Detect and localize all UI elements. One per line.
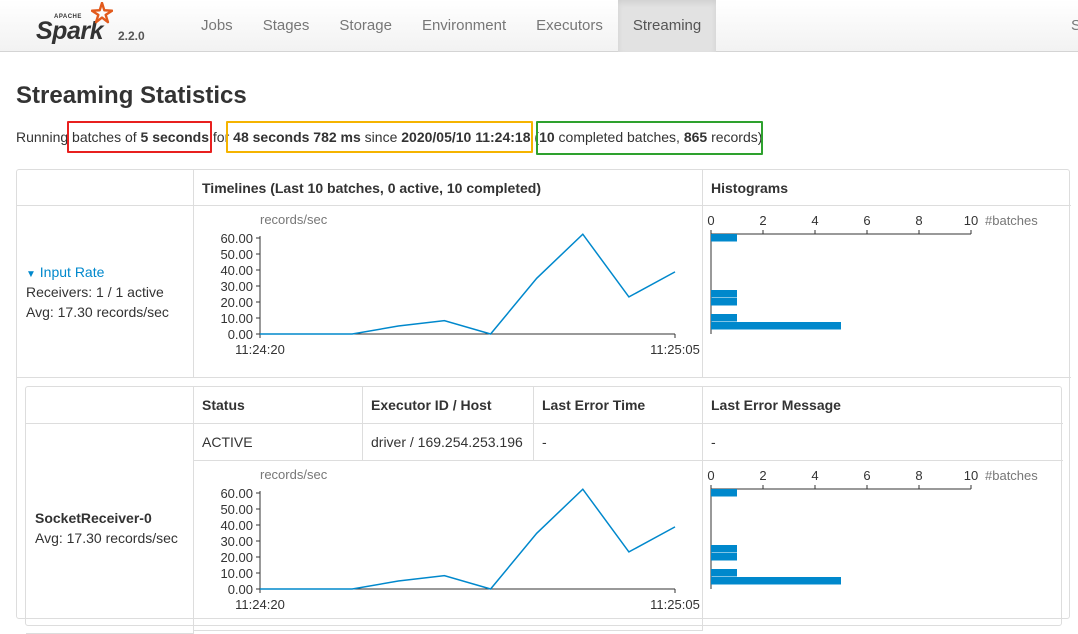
receiver-last-error-time: - xyxy=(534,424,703,461)
header-status: Status xyxy=(194,387,363,424)
header-last-error-message: Last Error Message xyxy=(703,387,1063,424)
timeline-ytick-label-2-4: 20.00 xyxy=(220,550,253,565)
nav-right-cutoff-label[interactable]: S xyxy=(1071,0,1078,52)
timeline-ytick-label-0-1: 50.00 xyxy=(220,247,253,262)
input-rate-link[interactable]: Input Rate xyxy=(40,264,105,280)
tab-jobs[interactable]: Jobs xyxy=(186,0,248,52)
header-empty-cell xyxy=(17,170,194,206)
histogram-bar-1-11 xyxy=(711,234,737,242)
timeline-xtick-label-end-0: 11:25:05 xyxy=(650,342,700,357)
histogram-bar-3-11 xyxy=(711,489,737,497)
timeline-ylabel-2: records/sec xyxy=(260,467,328,482)
histogram-bar-3-1 xyxy=(711,569,737,577)
highlight-duration xyxy=(226,121,533,153)
timeline-ytick-label-2-2: 40.00 xyxy=(220,518,253,533)
histogram-xtick-label-1-4: 8 xyxy=(915,213,922,228)
receiver-name-cell: SocketReceiver-0 Avg: 17.30 records/sec xyxy=(26,424,194,634)
timeline-ytick-label-2-6: 0.00 xyxy=(228,582,253,597)
timeline-ytick-label-0-0: 60.00 xyxy=(220,231,253,246)
timeline-ytick-label-0-6: 0.00 xyxy=(228,327,253,342)
page-title: Streaming Statistics xyxy=(16,82,247,110)
triangle-down-icon: ▼ xyxy=(26,269,36,280)
tab-streaming[interactable]: Streaming xyxy=(618,0,716,52)
input-rate-cell: ▼ Input Rate Receivers: 1 / 1 active Avg… xyxy=(17,206,194,378)
timeline-xtick-label-start-2: 11:24:20 xyxy=(235,597,285,612)
timeline-ytick-label-0-3: 30.00 xyxy=(220,279,253,294)
histogram-bar-1-1 xyxy=(711,314,737,322)
input-rate-timeline-chart: records/sec 60.0050.0040.0030.0020.0010.0… xyxy=(210,208,690,358)
histogram-xtick-label-3-0: 0 xyxy=(707,468,714,483)
timeline-ytick-label-0-4: 20.00 xyxy=(220,295,253,310)
summary-prefix: Running xyxy=(16,129,72,145)
histogram-xtick-label-1-1: 2 xyxy=(759,213,766,228)
histogram-xtick-label-3-1: 2 xyxy=(759,468,766,483)
histogram-xtick-label-3-4: 8 xyxy=(915,468,922,483)
header-timelines: Timelines (Last 10 batches, 0 active, 10… xyxy=(194,170,703,206)
histogram-xlabel-1: #batches xyxy=(985,213,1038,228)
receiver-histogram-chart: 0 2 4 6 8 10 #batches xyxy=(700,465,1060,595)
receiver-timeline-chart: records/sec 60.0050.0040.0030.0020.0010.0… xyxy=(210,463,690,613)
highlight-completed xyxy=(536,121,763,155)
tab-executors[interactable]: Executors xyxy=(521,0,618,52)
top-navbar: APACHE Spark 2.2.0 Jobs Stages Storage E… xyxy=(0,0,1078,52)
histogram-bar-1-3 xyxy=(711,298,737,306)
timeline-ytick-label-2-1: 50.00 xyxy=(220,502,253,517)
histogram-bar-1-4 xyxy=(711,290,737,298)
receiver-status: ACTIVE xyxy=(194,424,363,461)
receiver-name: SocketReceiver-0 xyxy=(35,508,152,528)
histogram-bar-1-0 xyxy=(711,322,841,330)
timeline-ytick-label-0-2: 40.00 xyxy=(220,263,253,278)
histogram-bar-3-4 xyxy=(711,545,737,553)
spark-star-icon xyxy=(91,2,113,24)
tab-stages[interactable]: Stages xyxy=(248,0,325,52)
tab-storage[interactable]: Storage xyxy=(324,0,407,52)
timeline-ytick-label-2-3: 30.00 xyxy=(220,534,253,549)
timeline-xtick-label-end-2: 11:25:05 xyxy=(650,597,700,612)
receiver-header-empty xyxy=(26,387,194,424)
histogram-xtick-label-3-3: 6 xyxy=(863,468,870,483)
input-rate-histogram-chart: 0 2 4 6 8 10 #batches xyxy=(700,210,1060,340)
histogram-bar-3-3 xyxy=(711,553,737,561)
header-histograms: Histograms xyxy=(703,170,1071,206)
timeline-ylabel-0: records/sec xyxy=(260,212,328,227)
spark-logo[interactable]: APACHE Spark xyxy=(36,4,116,46)
spark-version: 2.2.0 xyxy=(118,29,145,43)
timeline-ytick-label-2-0: 60.00 xyxy=(220,486,253,501)
timeline-ytick-label-0-5: 10.00 xyxy=(220,311,253,326)
histogram-xtick-label-1-0: 0 xyxy=(707,213,714,228)
timeline-xtick-label-start-0: 11:24:20 xyxy=(235,342,285,357)
receiver-last-error-message: - xyxy=(703,424,1063,461)
header-executor: Executor ID / Host xyxy=(363,387,534,424)
histogram-xtick-label-3-2: 4 xyxy=(811,468,818,483)
histogram-xtick-label-1-2: 4 xyxy=(811,213,818,228)
histogram-xlabel-3: #batches xyxy=(985,468,1038,483)
histogram-xtick-label-1-3: 6 xyxy=(863,213,870,228)
timeline-series-line-0 xyxy=(260,234,675,334)
receiver-executor: driver / 169.254.253.196 xyxy=(363,424,534,461)
tab-environment[interactable]: Environment xyxy=(407,0,521,52)
receivers-active: Receivers: 1 / 1 active xyxy=(26,282,164,302)
histogram-bar-3-0 xyxy=(711,577,841,585)
timeline-ytick-label-2-5: 10.00 xyxy=(220,566,253,581)
header-last-error-time: Last Error Time xyxy=(534,387,703,424)
nav-tabs: Jobs Stages Storage Environment Executor… xyxy=(186,0,716,52)
histogram-xtick-label-1-5: 10 xyxy=(964,213,978,228)
timeline-series-line-2 xyxy=(260,489,675,589)
input-rate-avg: Avg: 17.30 records/sec xyxy=(26,302,169,322)
receiver-avg: Avg: 17.30 records/sec xyxy=(35,528,178,548)
highlight-batch-interval xyxy=(67,121,212,153)
histogram-xtick-label-3-5: 10 xyxy=(964,468,978,483)
